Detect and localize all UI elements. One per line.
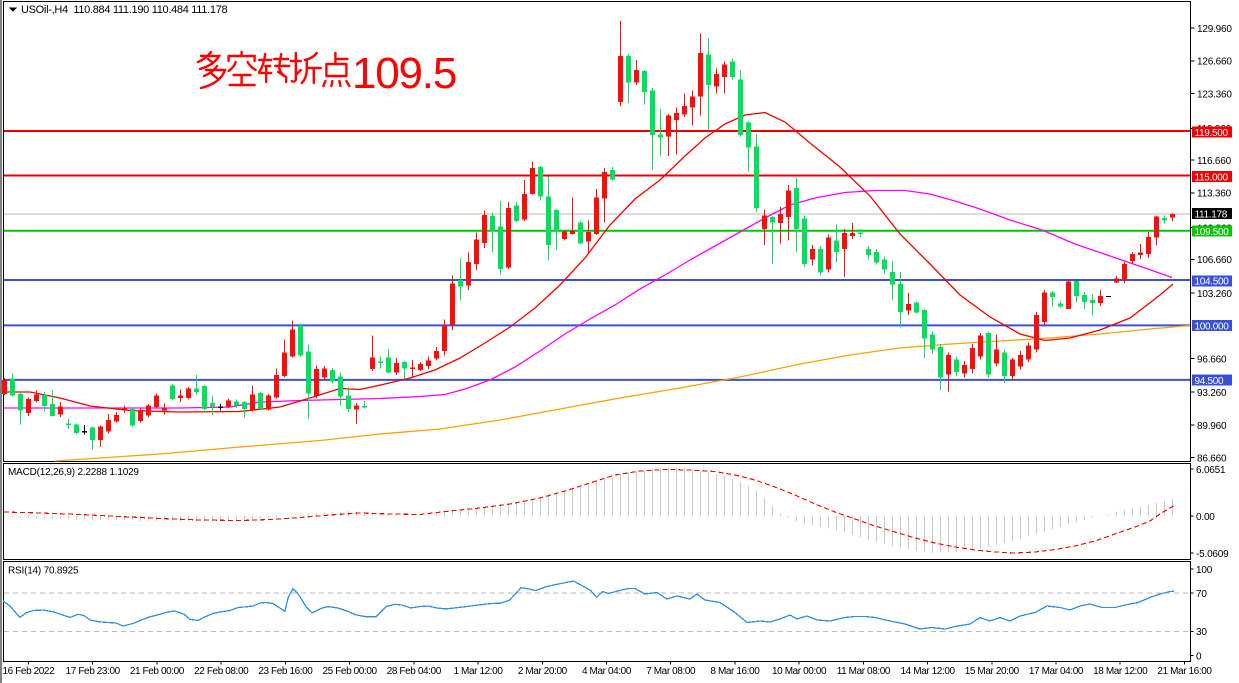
svg-text:28 Feb 04:00: 28 Feb 04:00 [387, 666, 442, 677]
svg-text:106.660: 106.660 [1197, 255, 1232, 266]
svg-text:14 Mar 12:00: 14 Mar 12:00 [901, 666, 956, 677]
svg-text:0: 0 [1196, 651, 1202, 662]
svg-text:129.960: 129.960 [1197, 24, 1232, 35]
svg-text:23 Feb 16:00: 23 Feb 16:00 [258, 666, 313, 677]
svg-text:8 Mar 16:00: 8 Mar 16:00 [710, 666, 760, 677]
svg-text:21 Feb 00:00: 21 Feb 00:00 [130, 666, 185, 677]
svg-text:119.500: 119.500 [1195, 128, 1229, 139]
svg-text:0.00: 0.00 [1196, 512, 1215, 523]
svg-text:25 Feb 00:00: 25 Feb 00:00 [323, 666, 378, 677]
svg-text:115.000: 115.000 [1195, 173, 1229, 184]
svg-text:4 Mar 04:00: 4 Mar 04:00 [582, 666, 632, 677]
svg-text:7 Mar 08:00: 7 Mar 08:00 [646, 666, 696, 677]
svg-text:6.0651: 6.0651 [1196, 465, 1226, 476]
svg-text:116.660: 116.660 [1197, 156, 1232, 167]
svg-text:15 Mar 20:00: 15 Mar 20:00 [965, 666, 1020, 677]
svg-text:126.660: 126.660 [1197, 57, 1232, 68]
svg-text:17 Mar 04:00: 17 Mar 04:00 [1029, 666, 1084, 677]
svg-text:94.500: 94.500 [1195, 376, 1225, 387]
svg-text:111.178: 111.178 [1195, 210, 1228, 221]
svg-text:30: 30 [1196, 627, 1207, 638]
svg-text:70: 70 [1196, 589, 1207, 600]
svg-text:11 Mar 08:00: 11 Mar 08:00 [837, 666, 891, 677]
svg-text:104.500: 104.500 [1195, 277, 1230, 288]
svg-text:93.260: 93.260 [1197, 388, 1227, 399]
svg-text:109.5: 109.5 [352, 49, 456, 98]
svg-text:2 Mar 20:00: 2 Mar 20:00 [518, 666, 568, 677]
svg-text:109.500: 109.500 [1195, 227, 1230, 238]
svg-text:113.360: 113.360 [1197, 189, 1232, 200]
svg-text:MACD(12,26,9) 2.2288 1.1029: MACD(12,26,9) 2.2288 1.1029 [8, 467, 139, 478]
svg-text:18 Mar 12:00: 18 Mar 12:00 [1093, 666, 1148, 677]
svg-text:17 Feb 23:00: 17 Feb 23:00 [66, 666, 121, 677]
svg-text:100: 100 [1196, 565, 1213, 576]
svg-text:16 Feb 2022: 16 Feb 2022 [3, 666, 56, 677]
svg-text:86.660: 86.660 [1197, 454, 1227, 465]
svg-text:1 Mar 12:00: 1 Mar 12:00 [454, 666, 504, 677]
svg-text:USOil-,H4 110.884 111.190 110: USOil-,H4 110.884 111.190 110.484 111.17… [21, 4, 228, 16]
svg-text:96.660: 96.660 [1197, 354, 1227, 365]
svg-text:22 Feb 08:00: 22 Feb 08:00 [194, 666, 249, 677]
svg-text:-5.0609: -5.0609 [1196, 549, 1229, 560]
svg-text:103.260: 103.260 [1197, 289, 1232, 300]
svg-text:21 Mar 16:00: 21 Mar 16:00 [1157, 666, 1212, 677]
svg-text:100.000: 100.000 [1195, 321, 1230, 332]
svg-text:123.360: 123.360 [1197, 90, 1232, 101]
svg-text:RSI(14) 70.8925: RSI(14) 70.8925 [8, 566, 79, 577]
svg-text:10 Mar 00:00: 10 Mar 00:00 [772, 666, 827, 677]
svg-text:89.960: 89.960 [1197, 421, 1227, 432]
